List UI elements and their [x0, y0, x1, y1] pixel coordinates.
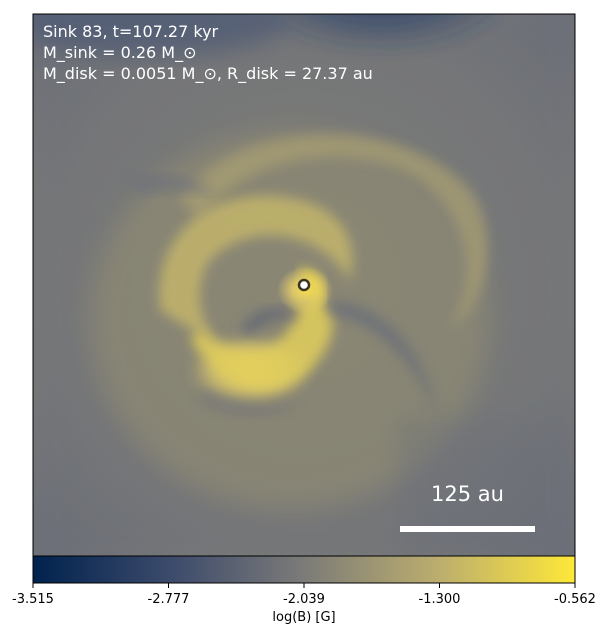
colorbar-tick-label: -2.039: [283, 592, 325, 607]
colorbar-tick-label: -2.777: [147, 592, 190, 607]
scale-bar: [400, 526, 535, 532]
colorbar-ticks: [32, 583, 576, 588]
colorbar: [32, 555, 576, 584]
sink-mass-label: M_sink = 0.26 M_⊙: [43, 43, 197, 62]
colorbar-label: log(B) [G]: [272, 610, 336, 625]
sink-circle-icon: [297, 278, 311, 292]
colorbar-tick-label: -1.300: [418, 592, 461, 607]
disk-mass-radius-label: M_disk = 0.0051 M_⊙, R_disk = 27.37 au: [43, 64, 373, 83]
panel-title: Sink 83, t=107.27 kyr: [43, 22, 219, 41]
colorbar-tick-label: -3.515: [12, 592, 54, 607]
scale-bar-label: 125 au: [431, 482, 504, 506]
colorbar-tick-label: -0.562: [554, 592, 596, 607]
